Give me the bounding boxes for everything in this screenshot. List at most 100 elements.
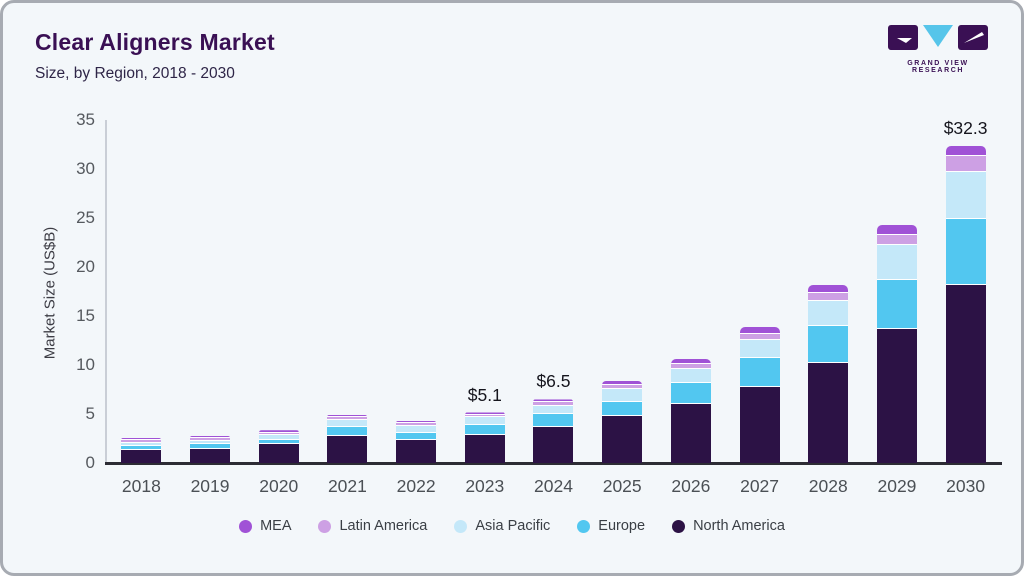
segment-latin-america[interactable] [739,334,780,341]
segment-latin-america[interactable] [602,385,643,390]
segment-latin-america[interactable] [808,292,849,301]
x-axis-line [105,462,1002,465]
segment-asia-pacific[interactable] [190,440,231,444]
bar-stack[interactable] [464,412,505,463]
segment-asia-pacific[interactable] [396,425,437,434]
segment-mea[interactable] [533,399,574,403]
bar-column-2020 [244,120,313,463]
segment-asia-pacific[interactable] [808,300,849,326]
segment-north-america[interactable] [121,450,162,463]
segment-latin-america[interactable] [876,234,917,246]
segment-europe[interactable] [670,382,711,405]
segment-europe[interactable] [121,445,162,451]
segment-europe[interactable] [876,279,917,329]
y-tick-label: 10 [76,355,95,374]
x-axis-label-2027: 2027 [740,476,780,496]
segment-asia-pacific[interactable] [121,442,162,446]
segment-mea[interactable] [670,358,711,365]
bar-stack[interactable] [396,420,437,463]
x-axis-label-2023: 2023 [465,476,505,496]
segment-north-america[interactable] [396,440,437,463]
bar-stack[interactable] [327,414,368,463]
segment-europe[interactable] [945,218,986,285]
segment-mea[interactable] [258,430,299,433]
segment-asia-pacific[interactable] [876,245,917,280]
bar-column-2018 [107,120,176,463]
segment-mea[interactable] [739,327,780,335]
segment-mea[interactable] [876,225,917,235]
segment-latin-america[interactable] [190,438,231,441]
segment-north-america[interactable] [670,404,711,463]
segment-europe[interactable] [190,443,231,449]
segment-north-america[interactable] [808,363,849,463]
segment-europe[interactable] [602,401,643,417]
bar-column-2024: $6.5 [519,120,588,463]
legend-item-latin-america[interactable]: Latin America [318,518,427,534]
segment-asia-pacific[interactable] [670,368,711,383]
segment-latin-america[interactable] [121,440,162,443]
chart-legend: MEA Latin America Asia Pacific Europe North … [3,518,1021,534]
segment-mea[interactable] [808,285,849,293]
segment-mea[interactable] [396,420,437,424]
segment-asia-pacific[interactable] [739,340,780,359]
bar-stack[interactable] [808,285,849,463]
segment-north-america[interactable] [327,435,368,463]
segment-latin-america[interactable] [670,364,711,369]
segment-mea[interactable] [464,412,505,415]
segment-europe[interactable] [464,424,505,435]
y-tick-label: 25 [76,208,95,227]
bar-stack[interactable] [533,399,574,463]
segment-europe[interactable] [533,413,574,427]
bar-stack[interactable] [602,380,643,463]
segment-asia-pacific[interactable] [464,417,505,425]
segment-north-america[interactable] [602,416,643,463]
bar-stack[interactable] [739,327,780,463]
x-axis-label-2025: 2025 [602,476,642,496]
legend-item-north-america[interactable]: North America [672,518,785,534]
bar-column-2028 [794,120,863,463]
segment-europe[interactable] [258,439,299,445]
bar-stack[interactable] [190,435,231,463]
segment-latin-america[interactable] [533,402,574,406]
gvr-logo-icon [888,25,988,50]
segment-latin-america[interactable] [258,432,299,436]
segment-north-america[interactable] [464,434,505,463]
bar-stack[interactable] [876,225,917,463]
segment-asia-pacific[interactable] [533,405,574,414]
segment-mea[interactable] [121,437,162,441]
segment-asia-pacific[interactable] [327,419,368,427]
segment-asia-pacific[interactable] [258,435,299,440]
segment-north-america[interactable] [876,328,917,463]
segment-north-america[interactable] [258,444,299,463]
legend-item-europe[interactable]: Europe [577,518,645,534]
bar-stack[interactable] [258,430,299,463]
segment-europe[interactable] [808,325,849,364]
legend-item-mea[interactable]: MEA [239,518,291,534]
segment-mea[interactable] [327,414,368,418]
segment-latin-america[interactable] [396,423,437,426]
segment-europe[interactable] [327,426,368,436]
x-axis-label-2022: 2022 [396,476,436,496]
segment-asia-pacific[interactable] [945,171,986,219]
segment-north-america[interactable] [533,426,574,463]
segment-latin-america[interactable] [464,414,505,418]
bar-stack[interactable] [670,358,711,463]
segment-mea[interactable] [945,146,986,157]
segment-north-america[interactable] [945,284,986,463]
segment-asia-pacific[interactable] [602,389,643,402]
segment-mea[interactable] [602,380,643,386]
segment-europe[interactable] [739,358,780,387]
legend-item-asia-pacific[interactable]: Asia Pacific [454,518,550,534]
bar-value-label-2024: $6.5 [536,371,571,392]
page-title: Clear Aligners Market [35,29,275,55]
bar-stack[interactable] [945,146,986,463]
segment-latin-america[interactable] [327,417,368,420]
bar-stack[interactable] [121,437,162,463]
segment-north-america[interactable] [739,386,780,463]
segment-latin-america[interactable] [945,156,986,172]
segment-north-america[interactable] [190,448,231,463]
segment-europe[interactable] [396,433,437,441]
legend-label: North America [693,518,785,534]
x-axis-label-2020: 2020 [259,476,299,496]
